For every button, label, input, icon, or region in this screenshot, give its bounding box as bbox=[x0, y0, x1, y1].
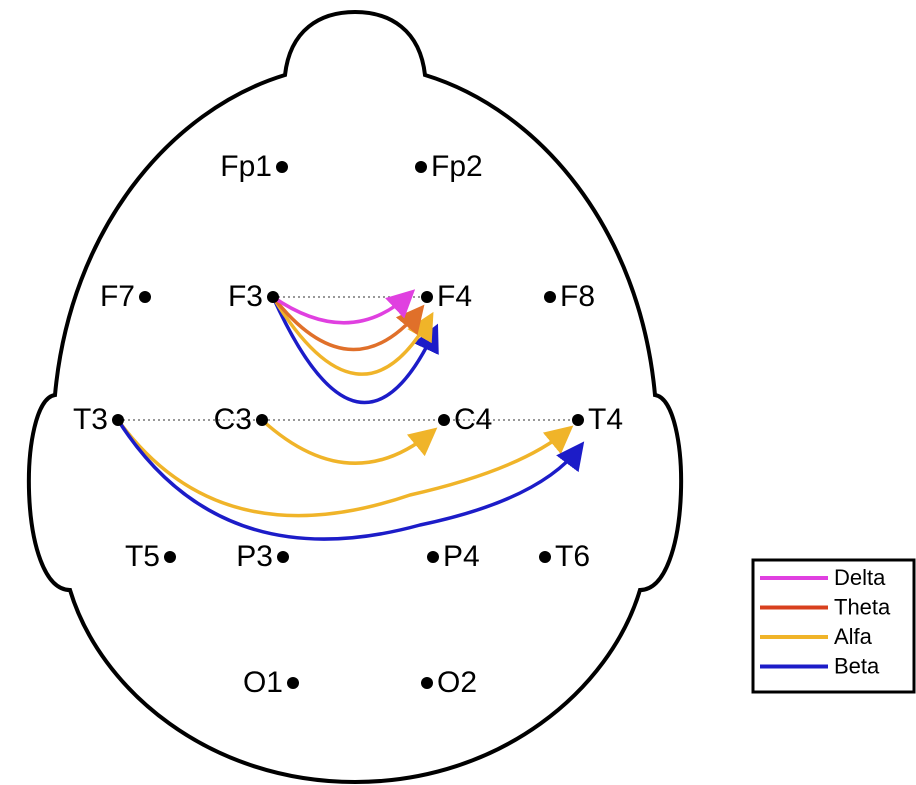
electrode-dot bbox=[112, 414, 124, 426]
electrode-label: O2 bbox=[437, 666, 477, 699]
electrode-dot bbox=[164, 551, 176, 563]
electrodes: Fp1 Fp2 F7 F3 F4 F8 T3 C3 C4 T4 T5 P3 P4 T6 O1 O2 bbox=[73, 150, 623, 699]
electrode-dot bbox=[421, 291, 433, 303]
electrode-label: C4 bbox=[454, 403, 492, 436]
head-outline bbox=[29, 12, 681, 782]
electrode-label: Fp1 bbox=[220, 150, 272, 183]
electrode-dot bbox=[544, 291, 556, 303]
electrode-dot bbox=[427, 551, 439, 563]
electrode-label: P4 bbox=[443, 540, 480, 573]
electrode-label: T5 bbox=[125, 540, 160, 573]
electrode-label: F7 bbox=[100, 280, 135, 313]
head-diagram: Fp1 Fp2 F7 F3 F4 F8 T3 C3 C4 T4 T5 P3 P4 T6 O1 O2 Delta… bbox=[0, 0, 916, 785]
alfa-arrow bbox=[273, 297, 430, 374]
beta-arrow bbox=[118, 420, 580, 539]
electrode-label: T3 bbox=[73, 403, 108, 436]
electrode-label: P3 bbox=[236, 540, 273, 573]
legend-label: Alfa bbox=[834, 624, 873, 649]
alfa-arrow bbox=[262, 420, 432, 463]
connections bbox=[118, 294, 580, 539]
electrode-dot bbox=[139, 291, 151, 303]
electrode-dot bbox=[277, 551, 289, 563]
electrode-dot bbox=[572, 414, 584, 426]
electrode-dot bbox=[438, 414, 450, 426]
electrode-dot bbox=[267, 291, 279, 303]
electrode-label: F8 bbox=[560, 280, 595, 313]
electrode-dot bbox=[256, 414, 268, 426]
electrode-dot bbox=[415, 161, 427, 173]
electrode-label: T6 bbox=[555, 540, 590, 573]
electrode-label: O1 bbox=[243, 666, 283, 699]
electrode-label: F4 bbox=[437, 280, 472, 313]
electrode-label: T4 bbox=[588, 403, 623, 436]
electrode-dot bbox=[421, 677, 433, 689]
legend-label: Beta bbox=[834, 653, 880, 678]
electrode-dot bbox=[539, 551, 551, 563]
electrode-dot bbox=[276, 161, 288, 173]
electrode-dot bbox=[287, 677, 299, 689]
electrode-label: F3 bbox=[228, 280, 263, 313]
electrode-label: C3 bbox=[214, 403, 252, 436]
legend-label: Theta bbox=[834, 594, 891, 619]
electrode-label: Fp2 bbox=[431, 150, 483, 183]
legend-label: Delta bbox=[834, 565, 886, 590]
